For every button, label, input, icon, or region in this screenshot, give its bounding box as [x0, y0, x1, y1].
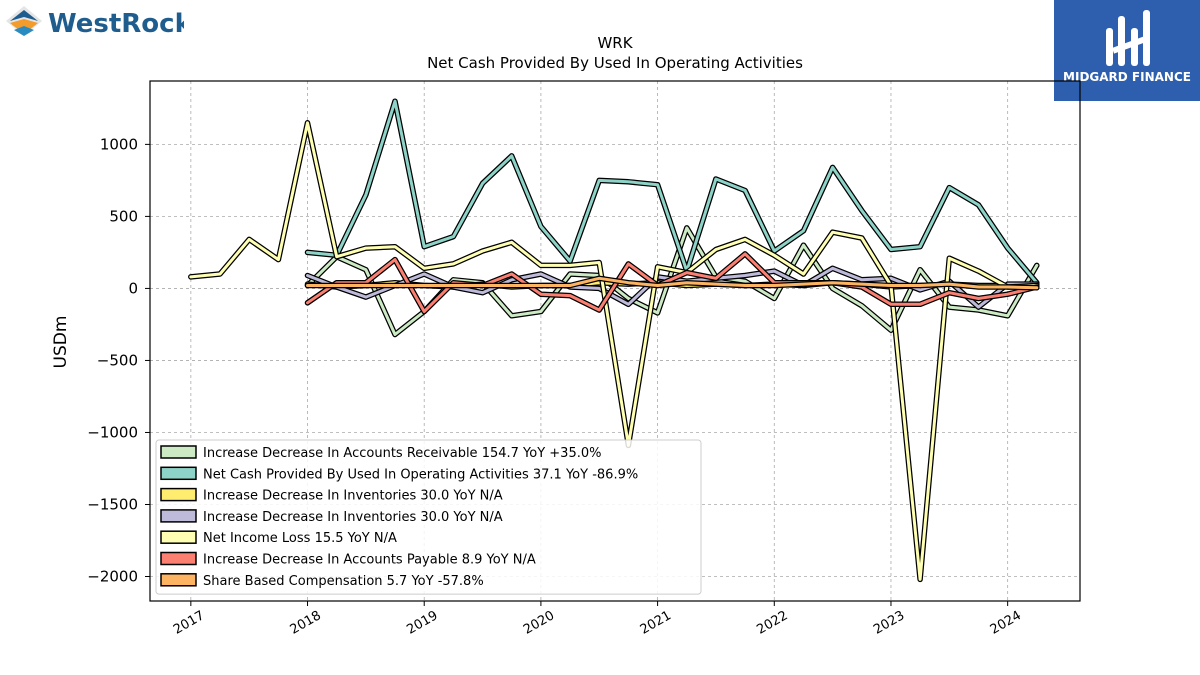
- legend-swatch: [160, 530, 197, 544]
- y-tick-label: 0: [128, 279, 138, 297]
- x-tick-label: 2022: [754, 608, 790, 638]
- y-tick-label: −1500: [87, 495, 138, 513]
- series-line: [304, 251, 1040, 315]
- series-line-outline: [304, 98, 1040, 286]
- x-tick-label: 2019: [404, 608, 440, 638]
- westrock-logo-mark-icon: [6, 6, 42, 36]
- y-tick-label: −2000: [87, 568, 138, 586]
- series-line-stroke: [306, 252, 1039, 313]
- legend-swatch: [160, 466, 197, 481]
- legend: Increase Decrease In Accounts Receivable…: [155, 439, 702, 595]
- legend-label: Increase Decrease In Accounts Receivable…: [203, 446, 601, 461]
- midgard-finance-logo-mark-icon: [1106, 10, 1150, 66]
- series-line: [188, 120, 1040, 583]
- chart-title: WRK: [597, 34, 633, 52]
- y-tick-label: −500: [97, 351, 138, 369]
- series-line-stroke: [306, 99, 1039, 285]
- legend-label: Increase Decrease In Inventories 30.0 Yo…: [203, 510, 503, 525]
- y-axis-label: USDm: [51, 316, 71, 369]
- legend-label: Net Income Loss 15.5 YoY N/A: [203, 531, 397, 546]
- legend-label: Increase Decrease In Inventories 30.0 Yo…: [203, 489, 503, 504]
- legend-swatch: [160, 487, 197, 502]
- x-tick-label: 2020: [521, 608, 557, 638]
- series-line-stroke: [306, 276, 1039, 290]
- y-tick-label: 1000: [100, 135, 138, 153]
- plot-frame: [149, 80, 1081, 602]
- legend-swatch: [160, 573, 197, 587]
- x-tick-label: 2017: [171, 608, 207, 638]
- westrock-logo-text: WestRock: [48, 9, 184, 39]
- legend-box: [155, 439, 702, 595]
- legend-swatch: [160, 551, 197, 566]
- x-axis: 2017 2018 2019 2020 2021 2022 2023 2024: [171, 601, 1024, 638]
- legend-label: Share Based Compensation 5.7 YoY -57.8%: [203, 574, 484, 589]
- y-tick-label: 500: [109, 207, 138, 225]
- x-tick-label: 2021: [638, 608, 674, 638]
- legend-label: Net Cash Provided By Used In Operating A…: [203, 467, 638, 482]
- y-axis: 1000 500 0 −500 −1000 −1500 −2000: [87, 135, 150, 586]
- y-tick-label: −1000: [87, 423, 138, 441]
- legend-swatch: [160, 509, 197, 523]
- chart-subtitle: Net Cash Provided By Used In Operating A…: [427, 54, 803, 72]
- westrock-logo: WestRock: [4, 4, 193, 44]
- series-layer: [188, 98, 1040, 583]
- x-tick-label: 2018: [288, 608, 324, 638]
- midgard-finance-logo-text: MIDGARD FINANCE: [1063, 70, 1191, 84]
- series-line: [304, 275, 1040, 291]
- legend-label: Increase Decrease In Accounts Payable 8.…: [203, 553, 536, 568]
- x-tick-label: 2023: [871, 608, 907, 638]
- x-tick-label: 2024: [988, 608, 1024, 638]
- midgard-finance-logo: MIDGARD FINANCE: [1054, 0, 1200, 101]
- series-line-stroke: [189, 121, 1039, 581]
- series-line: [304, 98, 1040, 286]
- legend-swatch: [160, 445, 197, 459]
